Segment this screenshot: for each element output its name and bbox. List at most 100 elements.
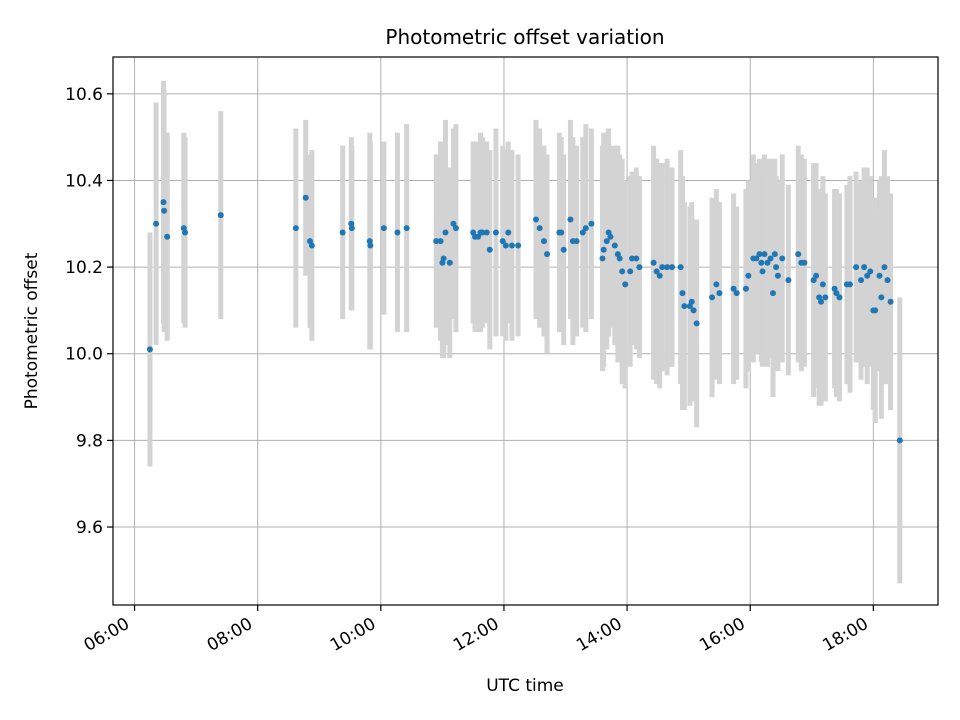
data-point	[770, 290, 776, 297]
data-point	[659, 264, 666, 271]
data-point	[730, 285, 737, 292]
data-point	[161, 207, 168, 214]
data-point	[502, 242, 509, 249]
data-point	[558, 229, 565, 236]
data-point	[499, 238, 506, 245]
data-point	[745, 272, 752, 279]
data-point	[508, 242, 515, 249]
y-tick-label: 9.8	[76, 431, 103, 451]
data-point	[867, 268, 874, 275]
data-point	[878, 294, 885, 301]
data-point	[771, 251, 778, 258]
data-point	[160, 199, 167, 206]
data-point	[864, 272, 871, 279]
data-points	[146, 194, 903, 444]
data-point	[579, 229, 586, 236]
data-point	[650, 259, 657, 266]
plot-frame	[112, 56, 939, 606]
y-tick-label: 10.2	[65, 258, 103, 278]
data-point	[693, 320, 700, 327]
data-point	[622, 281, 629, 288]
data-point	[567, 216, 574, 223]
data-point	[813, 272, 820, 279]
data-point	[858, 277, 865, 284]
data-point	[664, 264, 671, 271]
data-point	[779, 255, 786, 262]
data-point	[536, 225, 543, 232]
data-point	[182, 229, 189, 236]
data-point	[656, 272, 663, 279]
data-point	[795, 251, 802, 258]
data-point	[599, 255, 606, 262]
data-point	[153, 220, 160, 227]
data-point	[217, 212, 224, 219]
data-point	[884, 277, 891, 284]
data-point	[616, 255, 623, 262]
data-point	[836, 294, 843, 301]
data-point	[756, 251, 763, 258]
y-axis-ticks: 9.6 9.8 10.0 10.2 10.4 10.6	[65, 85, 113, 538]
y-axis-label: Photometric offset	[22, 252, 42, 409]
data-point	[633, 255, 640, 262]
data-point	[492, 229, 499, 236]
data-point	[573, 238, 580, 245]
data-point	[733, 290, 740, 297]
data-point	[164, 233, 171, 240]
data-point	[544, 251, 551, 258]
data-point	[876, 272, 883, 279]
data-point	[764, 259, 771, 266]
y-tick-label: 10.6	[65, 85, 103, 105]
data-point	[292, 225, 299, 232]
data-point	[761, 251, 768, 258]
data-point	[881, 264, 888, 271]
data-point	[773, 264, 780, 271]
data-point	[302, 194, 309, 201]
data-point	[437, 238, 444, 245]
data-point	[394, 229, 401, 236]
data-point	[742, 285, 749, 292]
data-point	[896, 437, 903, 444]
data-point	[403, 225, 410, 232]
data-point	[819, 281, 826, 288]
data-point	[785, 277, 792, 284]
data-point	[833, 290, 840, 297]
data-point	[588, 220, 595, 227]
data-point	[636, 264, 643, 271]
y-tick-label: 10.4	[65, 171, 103, 191]
data-point	[505, 229, 512, 236]
data-point	[688, 298, 695, 305]
x-axis-label: UTC time	[486, 676, 564, 696]
data-point	[603, 238, 610, 245]
data-point	[446, 259, 453, 266]
data-point	[716, 290, 723, 297]
data-point	[758, 259, 765, 266]
data-point	[709, 294, 716, 301]
data-point	[146, 346, 153, 353]
data-point	[713, 281, 720, 288]
data-point	[515, 242, 522, 249]
data-point	[619, 268, 626, 275]
data-point	[380, 225, 387, 232]
data-point	[627, 268, 634, 275]
data-point	[486, 246, 493, 253]
data-point	[479, 229, 486, 236]
data-point	[532, 216, 539, 223]
data-point	[367, 242, 374, 249]
data-point	[861, 264, 868, 271]
data-point	[759, 268, 766, 275]
data-point	[822, 294, 829, 301]
data-point	[442, 229, 449, 236]
data-point	[582, 225, 589, 232]
data-point	[887, 298, 894, 305]
data-point	[600, 246, 607, 253]
data-point	[611, 242, 618, 249]
data-point	[607, 233, 614, 240]
data-point	[629, 255, 636, 262]
data-point	[818, 298, 825, 305]
data-point	[677, 264, 684, 271]
data-point	[433, 238, 440, 245]
data-point	[452, 225, 459, 232]
data-point	[339, 229, 346, 236]
data-point	[540, 238, 547, 245]
data-point	[681, 303, 688, 310]
